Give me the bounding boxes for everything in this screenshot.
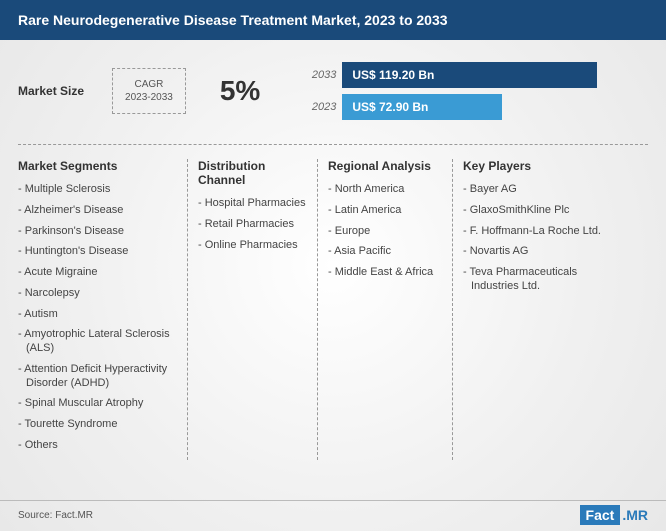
report-title: Rare Neurodegenerative Disease Treatment… — [18, 12, 448, 28]
column-regional: Regional Analysis North America Latin Am… — [318, 159, 453, 460]
list-item: Amyotrophic Lateral Sclerosis (ALS) — [18, 328, 180, 356]
list-item: Spinal Muscular Atrophy — [18, 397, 180, 411]
regional-title: Regional Analysis — [328, 159, 445, 173]
list-item: Middle East & Africa — [328, 266, 445, 280]
column-players: Key Players Bayer AG GlaxoSmithKline Plc… — [453, 159, 628, 460]
list-item: Bayer AG — [463, 183, 620, 197]
list-item: Attention Deficit Hyperactivity Disorder… — [18, 363, 180, 391]
bar-year-2023: 2023 — [304, 101, 342, 113]
segments-list: Multiple Sclerosis Alzheimer's Disease P… — [18, 183, 180, 453]
list-item: Latin America — [328, 204, 445, 218]
bar-2023: US$ 72.90 Bn — [342, 94, 502, 120]
list-item: Novartis AG — [463, 245, 620, 259]
market-size-label: Market Size — [18, 84, 92, 98]
cagr-period: 2023-2033 — [125, 92, 173, 103]
bar-2033: US$ 119.20 Bn — [342, 62, 597, 88]
distribution-title: Distribution Channel — [198, 159, 310, 187]
bar-row-2033: 2033 US$ 119.20 Bn — [304, 62, 648, 88]
list-item: Autism — [18, 308, 180, 322]
list-item: Online Pharmacies — [198, 239, 310, 253]
factmr-logo: Fact .MR — [580, 505, 648, 525]
report-header: Rare Neurodegenerative Disease Treatment… — [0, 0, 666, 40]
bar-row-2023: 2023 US$ 72.90 Bn — [304, 94, 648, 120]
cagr-label: CAGR — [125, 79, 173, 90]
list-item: North America — [328, 183, 445, 197]
divider — [18, 144, 648, 145]
list-item: Asia Pacific — [328, 245, 445, 259]
cagr-box: CAGR 2023-2033 — [112, 68, 186, 114]
list-item: Acute Migraine — [18, 266, 180, 280]
list-item: Narcolepsy — [18, 287, 180, 301]
column-distribution: Distribution Channel Hospital Pharmacies… — [188, 159, 318, 460]
list-item: Retail Pharmacies — [198, 218, 310, 232]
list-item: F. Hoffmann-La Roche Ltd. — [463, 225, 620, 239]
list-item: GlaxoSmithKline Plc — [463, 204, 620, 218]
columns-container: Market Segments Multiple Sclerosis Alzhe… — [0, 149, 666, 468]
segments-title: Market Segments — [18, 159, 180, 173]
list-item: Huntington's Disease — [18, 245, 180, 259]
cagr-value: 5% — [206, 69, 274, 113]
list-item: Teva Pharmaceuticals Industries Ltd. — [463, 266, 620, 294]
metrics-row: Market Size CAGR 2023-2033 5% 2033 US$ 1… — [0, 40, 666, 140]
players-list: Bayer AG GlaxoSmithKline Plc F. Hoffmann… — [463, 183, 620, 294]
column-segments: Market Segments Multiple Sclerosis Alzhe… — [18, 159, 188, 460]
logo-mr: .MR — [620, 507, 648, 523]
list-item: Others — [18, 439, 180, 453]
list-item: Hospital Pharmacies — [198, 197, 310, 211]
list-item: Europe — [328, 225, 445, 239]
footer: Source: Fact.MR Fact .MR — [0, 500, 666, 525]
source-text: Source: Fact.MR — [18, 510, 93, 521]
list-item: Parkinson's Disease — [18, 225, 180, 239]
list-item: Multiple Sclerosis — [18, 183, 180, 197]
logo-fact: Fact — [580, 505, 621, 525]
regional-list: North America Latin America Europe Asia … — [328, 183, 445, 280]
distribution-list: Hospital Pharmacies Retail Pharmacies On… — [198, 197, 310, 252]
list-item: Tourette Syndrome — [18, 418, 180, 432]
list-item: Alzheimer's Disease — [18, 204, 180, 218]
bar-year-2033: 2033 — [304, 69, 342, 81]
market-size-bars: 2033 US$ 119.20 Bn 2023 US$ 72.90 Bn — [304, 56, 648, 126]
players-title: Key Players — [463, 159, 620, 173]
